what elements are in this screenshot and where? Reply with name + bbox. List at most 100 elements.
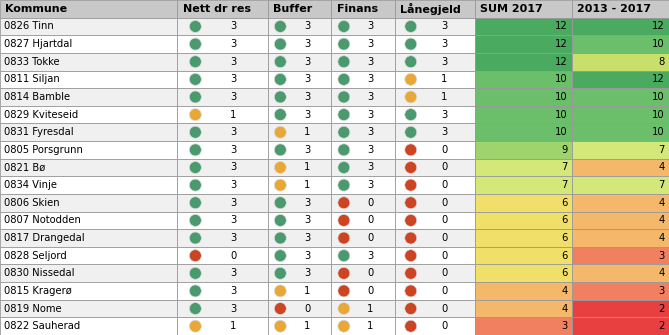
Ellipse shape [405,214,417,226]
Text: 3: 3 [304,215,310,225]
Text: 3: 3 [367,251,374,261]
Ellipse shape [338,197,350,209]
Ellipse shape [405,91,417,103]
Bar [0,317,177,335]
Bar [331,141,395,159]
Text: 0814 Bamble: 0814 Bamble [4,92,70,102]
Text: 0: 0 [442,321,448,331]
Ellipse shape [405,144,417,156]
Bar [572,159,669,176]
Ellipse shape [405,285,417,297]
Bar [177,159,268,176]
Bar [331,282,395,300]
Text: 0811 Siljan: 0811 Siljan [4,74,60,84]
Bar [395,229,475,247]
Text: Buffer: Buffer [273,4,312,14]
Text: 3: 3 [304,268,310,278]
Bar [177,123,268,141]
Ellipse shape [405,197,417,209]
Bar [268,88,331,106]
Ellipse shape [338,214,350,226]
Bar [268,176,331,194]
Text: 3: 3 [367,180,374,190]
Bar [395,71,475,88]
Ellipse shape [274,91,286,103]
Bar [572,212,669,229]
Bar [572,123,669,141]
Bar [331,71,395,88]
Bar [0,123,177,141]
Text: 2013 - 2017: 2013 - 2017 [577,4,652,14]
Text: 3: 3 [230,127,236,137]
Text: 6: 6 [561,251,568,261]
Bar [268,35,331,53]
Text: 3: 3 [304,110,310,120]
Ellipse shape [189,56,201,68]
Bar [395,35,475,53]
Text: 3: 3 [304,92,310,102]
Text: 0: 0 [442,162,448,173]
Ellipse shape [274,197,286,209]
Text: 3: 3 [230,198,236,208]
Bar [0,53,177,71]
Bar [572,300,669,317]
Bar [0,0,177,18]
Text: 0815 Kragerø: 0815 Kragerø [4,286,72,296]
Text: 0828 Seljord: 0828 Seljord [4,251,67,261]
Bar [475,264,572,282]
Bar [0,18,177,35]
Bar [475,159,572,176]
Bar [572,247,669,264]
Bar [331,18,395,35]
Bar [475,88,572,106]
Text: 0806 Skien: 0806 Skien [4,198,60,208]
Ellipse shape [338,91,350,103]
Text: 7: 7 [658,180,665,190]
Text: 0821 Bø: 0821 Bø [4,162,45,173]
Bar [572,317,669,335]
Text: 10: 10 [555,92,568,102]
Ellipse shape [189,109,201,121]
Text: 3: 3 [230,286,236,296]
Ellipse shape [405,179,417,191]
Bar [475,35,572,53]
Text: 4: 4 [659,268,665,278]
Bar [331,159,395,176]
Bar [268,71,331,88]
Text: 0822 Sauherad: 0822 Sauherad [4,321,80,331]
Text: 3: 3 [230,215,236,225]
Text: 3: 3 [659,251,665,261]
Bar [331,300,395,317]
Ellipse shape [189,285,201,297]
Bar [0,247,177,264]
Text: Finans: Finans [337,4,377,14]
Ellipse shape [405,20,417,32]
Bar [268,229,331,247]
Text: 7: 7 [561,180,568,190]
Text: 3: 3 [230,268,236,278]
Bar [395,176,475,194]
Bar [0,194,177,212]
Bar [395,18,475,35]
Bar [475,71,572,88]
Bar [177,176,268,194]
Text: 3: 3 [659,286,665,296]
Text: 12: 12 [555,21,568,31]
Bar [475,141,572,159]
Text: 1: 1 [367,321,374,331]
Text: 3: 3 [367,57,374,67]
Text: 4: 4 [562,304,568,314]
Ellipse shape [338,250,350,262]
Text: 3: 3 [442,21,448,31]
Ellipse shape [405,320,417,332]
Text: 1: 1 [230,321,236,331]
Text: 1: 1 [230,110,236,120]
Ellipse shape [274,303,286,315]
Text: 3: 3 [304,21,310,31]
Ellipse shape [338,161,350,174]
Ellipse shape [274,214,286,226]
Text: 2: 2 [658,321,665,331]
Bar [572,88,669,106]
Ellipse shape [274,56,286,68]
Text: 10: 10 [555,127,568,137]
